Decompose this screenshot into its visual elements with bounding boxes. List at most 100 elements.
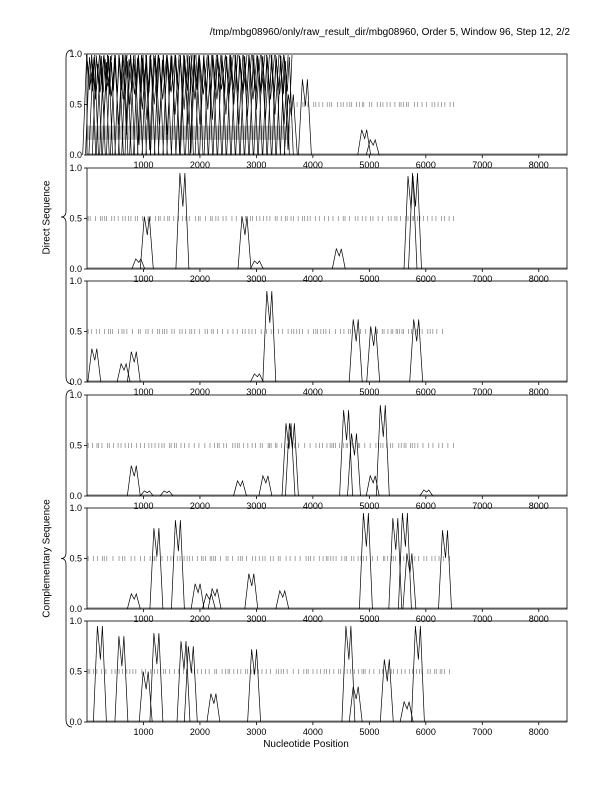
- x-tick-label: 7000: [472, 501, 492, 511]
- dip-point: [158, 54, 168, 100]
- dip-point: [106, 54, 116, 97]
- x-tick-label: 3000: [246, 614, 266, 624]
- x-tick-label: 1000: [133, 274, 153, 284]
- x-tick-label: 5000: [359, 614, 379, 624]
- peak-point: [131, 258, 146, 270]
- peak-point: [402, 553, 417, 610]
- peak-point: [95, 59, 110, 156]
- x-tick-label: 2000: [190, 160, 210, 170]
- dip-point: [86, 54, 95, 85]
- x-tick-label: 6000: [416, 727, 436, 737]
- peak-point: [250, 260, 264, 270]
- peak-point: [206, 693, 221, 723]
- x-tick-label: 1000: [133, 501, 153, 511]
- x-tick-label: 1000: [133, 727, 153, 737]
- x-tick-label: 5000: [359, 160, 379, 170]
- dip-point: [261, 54, 270, 120]
- dip-point: [195, 54, 205, 125]
- y-tick-label: 1.0: [69, 163, 82, 173]
- y-tick-label: 1.0: [69, 276, 82, 286]
- dip-point: [122, 54, 131, 135]
- x-tick-label: 2000: [190, 614, 210, 624]
- peak-point: [411, 626, 425, 723]
- x-tick-label: 6000: [416, 387, 436, 397]
- y-tick-label: 0.5: [69, 100, 82, 110]
- x-tick-label: 2000: [190, 274, 210, 284]
- dip-point: [91, 54, 100, 100]
- peak-point: [237, 216, 252, 270]
- group-brace: [60, 49, 73, 385]
- dip-point: [134, 54, 144, 145]
- highlight-band: [87, 125, 291, 140]
- frame-panel-5: 0.0 0.5 1.0 1000 2000 3000 4000 5000 6000 7000 800…: [69, 503, 568, 624]
- panel-frame: [86, 280, 568, 383]
- dip-point: [154, 54, 164, 125]
- x-tick-label: 7000: [472, 727, 492, 737]
- y-tick-label: 0.0: [69, 150, 82, 160]
- peak-point: [419, 489, 434, 497]
- x-tick-label: 3000: [246, 727, 266, 737]
- dip-point: [95, 54, 105, 93]
- x-tick-label: 8000: [529, 160, 549, 170]
- x-tick-label: 4000: [303, 160, 323, 170]
- peak-point: [171, 520, 185, 610]
- peak-point: [159, 490, 174, 497]
- dip-point: [103, 54, 113, 87]
- y-tick-label: 0.0: [69, 491, 82, 501]
- x-tick-label: 4000: [303, 727, 323, 737]
- dip-point: [125, 54, 135, 105]
- peak-point: [250, 373, 264, 383]
- dip-point: [183, 54, 193, 125]
- dip-point: [243, 54, 252, 117]
- dip-point: [229, 54, 239, 105]
- frame-panel-6: 0.0 0.5 1.0 1000 2000 3000 4000 5000 6000 7000 800…: [69, 616, 568, 737]
- x-tick-label: 7000: [472, 387, 492, 397]
- peak-point: [409, 319, 424, 383]
- x-tick-label: 3000: [246, 501, 266, 511]
- y-tick-label: 0.5: [69, 554, 82, 564]
- peak-point: [149, 633, 164, 723]
- x-tick-label: 3000: [246, 387, 266, 397]
- peak-point: [116, 362, 131, 383]
- peak-point: [244, 573, 259, 610]
- x-tick-label: 8000: [529, 727, 549, 737]
- y-tick-label: 0.0: [69, 717, 82, 727]
- peak-point: [233, 479, 247, 497]
- dip-point: [149, 54, 159, 105]
- peak-point: [149, 528, 164, 610]
- dip-point: [283, 54, 293, 150]
- dip-point: [203, 54, 213, 110]
- dip-point: [142, 54, 152, 120]
- y-tick-label: 0.5: [69, 667, 82, 677]
- peak-point: [140, 490, 154, 497]
- x-tick-label: 6000: [416, 614, 436, 624]
- peak-point: [93, 626, 107, 723]
- dip-point: [190, 54, 200, 100]
- peak-point: [258, 474, 273, 497]
- peak-point: [359, 513, 373, 610]
- peak-point: [126, 465, 141, 497]
- dip-point: [256, 54, 266, 95]
- y-tick-label: 0.5: [69, 441, 82, 451]
- peak-point: [331, 247, 346, 270]
- x-tick-label: 2000: [190, 727, 210, 737]
- x-tick-label: 8000: [529, 387, 549, 397]
- peak-point: [398, 513, 412, 610]
- peak-point: [180, 55, 194, 156]
- y-tick-label: 1.0: [69, 616, 82, 626]
- peak-point: [283, 94, 298, 156]
- x-tick-label: 1000: [133, 614, 153, 624]
- peak-point: [87, 348, 102, 383]
- x-tick-label: 7000: [472, 160, 492, 170]
- dip-point: [179, 54, 189, 110]
- y-tick-label: 0.0: [69, 604, 82, 614]
- y-tick-label: 0.5: [69, 327, 82, 337]
- peak-point: [183, 646, 198, 723]
- y-tick-label: 0.0: [69, 377, 82, 387]
- peak-point: [341, 626, 356, 723]
- panel-frame: [86, 507, 568, 610]
- x-tick-label: 6000: [416, 501, 436, 511]
- peak-point: [82, 54, 97, 156]
- x-tick-label: 7000: [472, 274, 492, 284]
